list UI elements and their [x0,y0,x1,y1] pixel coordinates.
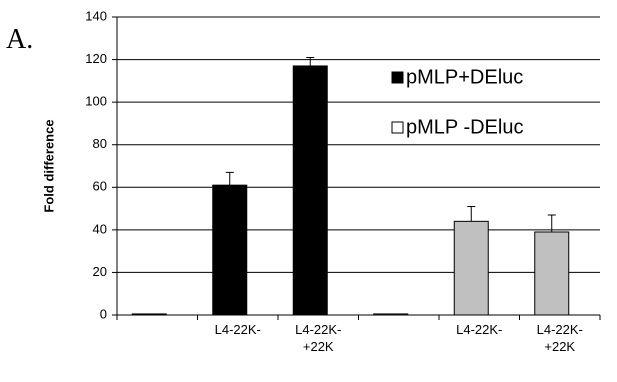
panel-label: A. [6,24,33,55]
legend-marker [391,121,404,134]
y-tick-label: 60 [93,179,107,194]
error-bar [547,214,556,232]
bar [534,231,570,316]
y-tick-label: 120 [85,51,107,66]
y-tick-label: 140 [85,8,107,23]
x-tick-label: L4-22K- [456,322,503,337]
y-axis-label: Fold difference [41,119,56,212]
legend-marker [391,71,404,84]
y-tick-label: 100 [85,94,107,109]
y-tick-label: 40 [93,221,107,236]
bar [373,313,409,316]
y-tick-label: 80 [93,136,107,151]
error-bar [306,56,315,66]
error-bar [225,171,234,186]
x-tick-label: L4-22K- +22K [295,322,342,354]
bar [131,313,167,316]
x-tick-label: L4-22K- +22K [536,322,583,354]
legend-label: pMLP+DEluc [406,66,523,88]
error-bar [467,205,476,222]
bar [453,220,489,316]
x-tick-label: L4-22K- [214,322,261,337]
y-tick-label: 20 [93,264,107,279]
bar [212,184,248,316]
y-tick-label: 0 [100,306,107,321]
bar [292,65,328,316]
legend-label: pMLP -DEluc [406,116,523,138]
